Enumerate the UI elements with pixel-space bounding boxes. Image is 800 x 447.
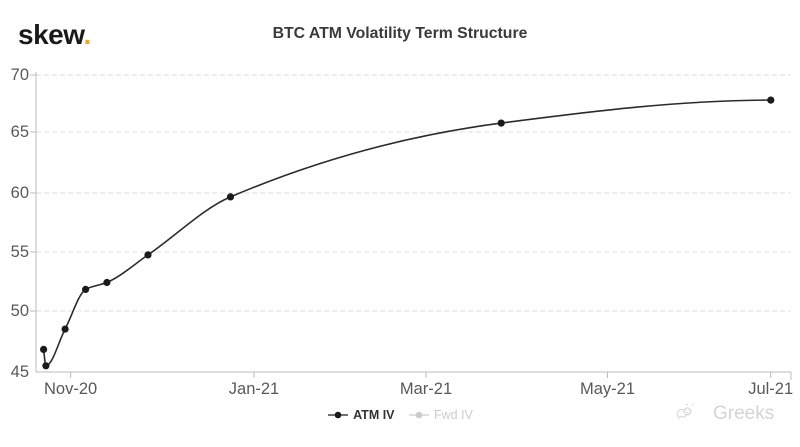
svg-text:65: 65: [11, 123, 29, 141]
svg-text:60: 60: [11, 184, 29, 202]
svg-text:50: 50: [11, 302, 29, 320]
svg-text:Nov-20: Nov-20: [44, 380, 97, 398]
svg-text:Jan-21: Jan-21: [229, 380, 279, 398]
svg-text:55: 55: [11, 243, 29, 261]
svg-text:Mar-21: Mar-21: [400, 380, 452, 398]
svg-text:70: 70: [11, 66, 29, 84]
svg-text:45: 45: [11, 363, 29, 381]
svg-text:May-21: May-21: [580, 380, 635, 398]
svg-text:Jul-21: Jul-21: [748, 380, 793, 398]
